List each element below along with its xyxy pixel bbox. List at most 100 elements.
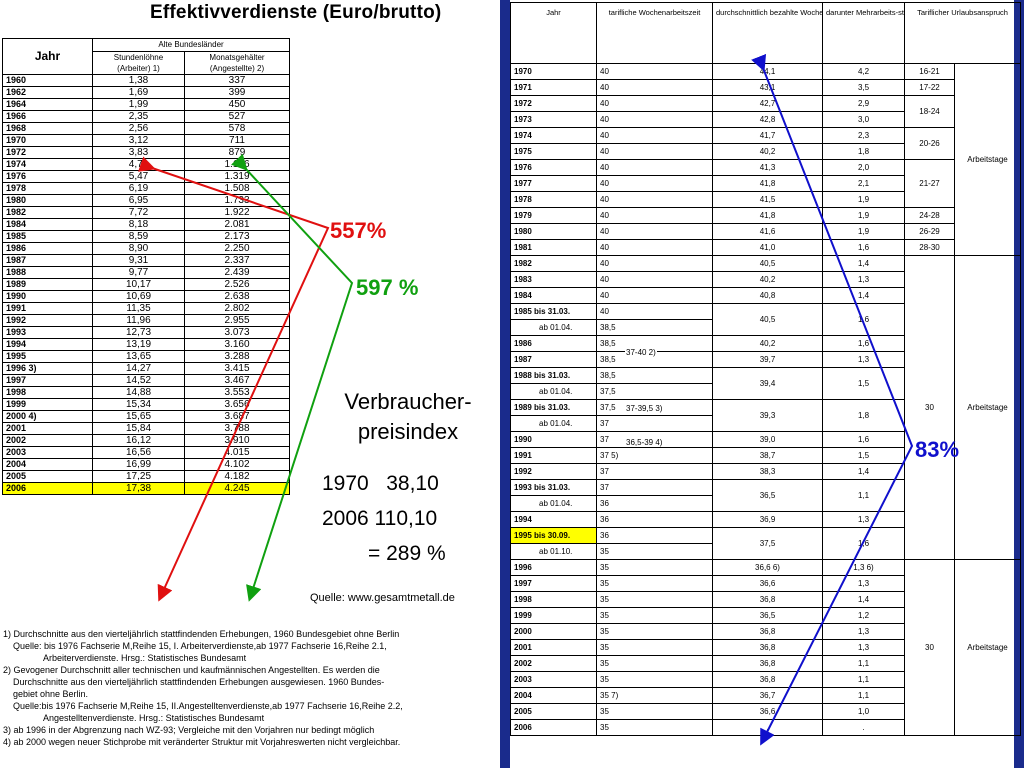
cell-mehrarbeit: 1,3 6) [822, 559, 905, 576]
table-row: 2004 16,99 4.102 [2, 458, 291, 471]
col-jahr-header: Jahr [2, 38, 93, 75]
cell-year: 2004 [510, 687, 597, 704]
cell-hourly: 16,99 [92, 458, 185, 471]
source-note: Quelle: www.gesamtmetall.de [310, 592, 455, 604]
cell-year: 1966 [2, 110, 93, 123]
cell-year: ab 01.04. [510, 495, 597, 512]
cell-hourly: 2,56 [92, 122, 185, 135]
cell-monthly: 711 [183, 134, 291, 147]
cell-wochenarbeitszeit: 37 [596, 415, 713, 432]
cell-wochenarbeitszeit: 40 [596, 271, 713, 288]
cell-urlaub: 30 [904, 559, 955, 736]
cell-urlaub: 20-26 [904, 127, 955, 160]
cell-mehrarbeit: 1,6 [822, 303, 905, 336]
cell-bezahlte-std: 38,7 [712, 447, 823, 464]
table-row: 1982 40 40,5 1,4 30 Arbeitstage [510, 255, 1021, 560]
table-row: 1988 9,77 2.439 [2, 266, 291, 279]
cell-mehrarbeit: 2,1 [822, 175, 905, 192]
cell-hourly: 1,99 [92, 98, 185, 111]
cell-monthly: 578 [183, 122, 291, 135]
cell-year: 1987 [510, 351, 597, 368]
table-row: 1976 40 41,3 2,0 21-27 [510, 159, 1021, 208]
table-row: 1998 14,88 3.553 [2, 386, 291, 399]
cell-hourly: 11,96 [92, 314, 185, 327]
table-row: 1974 40 41,7 2,3 20-26 [510, 127, 1021, 160]
left-decorative-bar [500, 0, 510, 768]
cell-bezahlte-std: 39,4 [712, 367, 823, 400]
cell-year: 1972 [2, 146, 93, 159]
cell-mehrarbeit: 2,9 [822, 95, 905, 112]
cell-year: 1976 [510, 159, 597, 176]
cell-year: 1979 [510, 207, 597, 224]
cell-hourly: 15,65 [92, 410, 185, 423]
cell-monthly: 2.439 [183, 266, 291, 279]
cell-bezahlte-std: . [712, 719, 823, 736]
cell-year: 1999 [2, 398, 93, 411]
cell-wochenarbeitszeit: 35 [596, 671, 713, 688]
cell-mehrarbeit: 1,5 [822, 367, 905, 400]
cell-hourly: 15,84 [92, 422, 185, 435]
cell-bezahlte-std: 41,6 [712, 223, 823, 240]
cell-mehrarbeit: 1,9 [822, 223, 905, 240]
cell-bezahlte-std: 36,8 [712, 623, 823, 640]
table-row: 2000 4) 15,65 3.687 [2, 410, 291, 423]
cell-year: 1988 bis 31.03. [510, 367, 597, 384]
cell-bezahlte-std: 40,2 [712, 335, 823, 352]
table-row: 1960 1,38 337 [2, 74, 291, 87]
cell-year: 1989 [2, 278, 93, 291]
cell-wochenarbeitszeit: 36 [596, 511, 713, 528]
cell-wochenarbeitszeit: 35 [596, 639, 713, 656]
cell-bezahlte-std: 36,5 [712, 607, 823, 624]
cell-urlaub: 30 [904, 255, 955, 560]
table-row: 1970 40 44,1 4,2 16-21 Arbeitstage [510, 63, 1021, 256]
cell-year: 2000 4) [2, 410, 93, 423]
cell-year: 1980 [510, 223, 597, 240]
table-row: 1974 4,70 1.126 [2, 158, 291, 171]
cell-year: 1977 [510, 175, 597, 192]
col-header-wochenarbeitszeit: tarifliche Wochenarbeitszeit [596, 2, 713, 64]
vpi-1970: 1970 38,10 [322, 472, 439, 495]
pct-hours-label: 83% [915, 437, 960, 462]
cell-bezahlte-std: 40,8 [712, 287, 823, 304]
cell-bezahlte-std: 36,8 [712, 655, 823, 672]
cell-monthly: 4.015 [183, 446, 291, 459]
cell-year: 1970 [510, 63, 597, 80]
cell-hourly: 13,19 [92, 338, 185, 351]
cell-year: 1978 [2, 182, 93, 195]
cell-year: 1985 [2, 230, 93, 243]
cell-bezahlte-std: 40,5 [712, 255, 823, 272]
table-row: 1964 1,99 450 [2, 98, 291, 111]
cell-mehrarbeit: 1,1 [822, 655, 905, 672]
cell-hourly: 5,47 [92, 170, 185, 183]
table-row: 1981 40 41,0 1,6 28-30 [510, 239, 1021, 256]
cell-wochenarbeitszeit: 40 [596, 207, 713, 224]
range-label: 36,5-39 4) [625, 438, 664, 447]
group-header: Alte Bundesländer [91, 38, 291, 52]
table-row: 1968 2,56 578 [2, 122, 291, 135]
cell-wochenarbeitszeit: 35 [596, 607, 713, 624]
footnote-line: Angestelltenverdienste. Hrsg.: Statistis… [43, 713, 265, 723]
cell-wochenarbeitszeit: 35 [596, 655, 713, 672]
cell-arbeitstage: Arbeitstage [954, 559, 1021, 736]
cell-year: 2004 [2, 458, 93, 471]
cell-hourly: 14,52 [92, 374, 185, 387]
cell-wochenarbeitszeit: 35 [596, 575, 713, 592]
cell-year: 2005 [510, 703, 597, 720]
cell-hourly: 13,65 [92, 350, 185, 363]
cell-hourly: 9,77 [92, 266, 185, 279]
cell-mehrarbeit: 1,9 [822, 191, 905, 208]
cell-year: 1992 [510, 463, 597, 480]
cell-year: 1992 [2, 314, 93, 327]
cell-mehrarbeit: 1,3 [822, 511, 905, 528]
page-title: Effektivverdienste (Euro/brutto) [150, 2, 442, 23]
footnote-line: 1) Durchschnitte aus den vierteljährlich… [3, 629, 400, 639]
table-row: 1987 9,31 2.337 [2, 254, 291, 267]
cell-year: 2006 [2, 482, 93, 495]
cell-hourly: 1,69 [92, 86, 185, 99]
cell-monthly: 4.182 [183, 470, 291, 483]
cell-bezahlte-std: 41,8 [712, 175, 823, 192]
cell-hourly: 3,12 [92, 134, 185, 147]
cell-wochenarbeitszeit: 38,5 [596, 367, 713, 384]
cell-monthly: 3.910 [183, 434, 291, 447]
cell-year: 1985 bis 31.03. [510, 303, 597, 320]
